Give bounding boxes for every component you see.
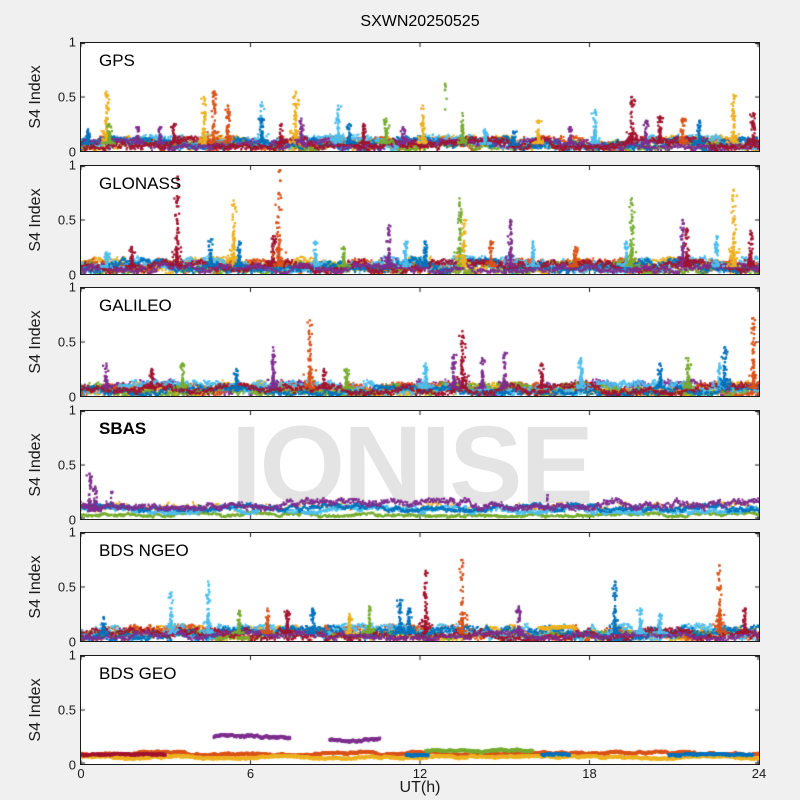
y-tick-label: 0.5: [57, 579, 76, 595]
y-tick-label: 1: [68, 279, 76, 295]
y-tick-label: 0: [68, 634, 76, 650]
plot-area-gps: [81, 43, 759, 151]
y-tick-label: 0.5: [57, 457, 76, 473]
y-tick-label: 0.5: [57, 334, 76, 350]
panel-gps: GPS: [80, 42, 760, 152]
plot-area-glonass: [81, 166, 759, 274]
panel-label: GPS: [99, 51, 135, 70]
y-tick-label: 0: [68, 389, 76, 405]
y-tick-label: 0: [68, 512, 76, 528]
panel-label: GALILEO: [99, 296, 172, 315]
figure-title: SXWN20250525: [360, 13, 480, 30]
plot-area-bds-geo: [81, 656, 759, 764]
x-tick-label: 6: [246, 766, 255, 781]
y-tick-label: 1: [68, 524, 76, 540]
y-axis-title: S4 Index: [27, 188, 44, 252]
panel-glonass: GLONASS: [80, 165, 760, 275]
y-tick-label: 0: [68, 757, 76, 773]
panel-bds-ngeo: BDS NGEO: [80, 532, 760, 642]
y-tick-label: 1: [68, 157, 76, 173]
y-tick-label: 0.5: [57, 212, 76, 228]
panel-label: BDS GEO: [99, 664, 177, 683]
y-tick-label: 0.5: [57, 702, 76, 718]
panel-sbas: IONISESBAS: [80, 410, 760, 520]
y-tick-label: 1: [68, 402, 76, 418]
y-tick-label: 0.5: [57, 89, 76, 105]
x-tick-label: 18: [582, 766, 597, 781]
y-axis-title: S4 Index: [27, 678, 44, 742]
y-tick-label: 0: [68, 267, 76, 283]
x-axis-title: UT(h): [399, 779, 441, 796]
x-tick-label: 12: [412, 766, 428, 781]
panel-label: GLONASS: [99, 174, 182, 193]
y-tick-label: 1: [68, 647, 76, 663]
y-axis-title: S4 Index: [27, 65, 44, 129]
plot-area-sbas: [81, 411, 759, 519]
plot-area-galileo: [81, 288, 759, 396]
plot-area-bds-ngeo: [81, 533, 759, 641]
y-tick-label: 1: [68, 34, 76, 50]
x-tick-label: 24: [751, 766, 767, 781]
y-tick-label: 0: [68, 144, 76, 160]
panel-label: SBAS: [99, 419, 147, 438]
panel-label: BDS NGEO: [99, 541, 189, 560]
panel-galileo: GALILEO: [80, 287, 760, 397]
x-tick-label: 0: [77, 766, 85, 781]
y-axis-title: S4 Index: [27, 555, 44, 619]
y-axis-title: S4 Index: [27, 433, 44, 497]
y-axis-title: S4 Index: [27, 310, 44, 374]
panel-bds-geo: BDS GEO: [80, 655, 760, 765]
